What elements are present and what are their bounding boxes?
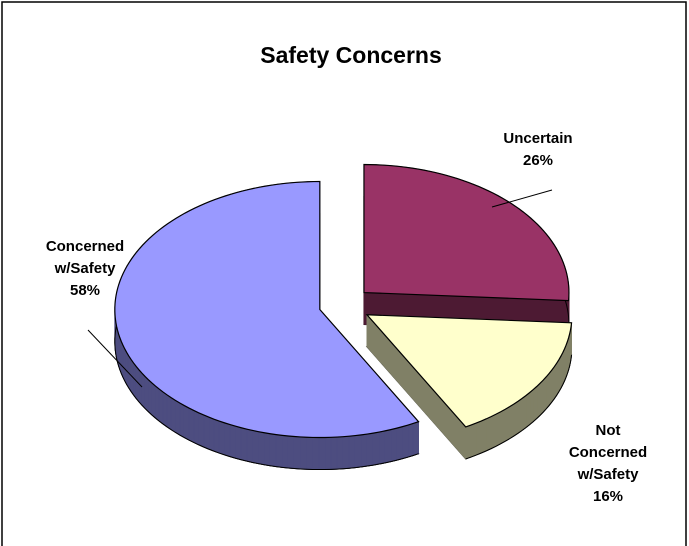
slice-wall [193,409,200,446]
slice-wall [258,431,265,466]
slice-wall [246,428,254,463]
slice-wall [521,394,527,432]
slice-wall [229,424,237,459]
slice-wall [390,427,397,463]
slice-wall [213,418,220,454]
slice-value: 58% [69,282,101,299]
slice-name: Not Concerned w/Safety [568,422,648,483]
slice-wall [144,375,149,413]
slice-label: Not Concerned w/Safety 16% [560,420,656,508]
slice-wall [480,418,487,454]
slice-label: Concerned w/Safety 58% [37,236,133,302]
slice-wall [545,372,550,410]
slice-wall [539,379,544,417]
slice-wall [135,365,140,403]
chart-title: Safety Concerns [260,42,442,68]
slice-wall [407,422,414,458]
slice-wall [300,436,307,470]
slice-wall [336,436,344,470]
slice-name: Uncertain [503,130,573,147]
slice-wall [162,391,168,428]
slice-wall [495,411,501,447]
slice-wall [372,431,380,466]
slice-wall [529,388,534,426]
slice-wall [218,420,225,456]
slice-wall [504,406,510,443]
slice-name: Concerned w/Safety [45,238,125,277]
slice-wall [525,391,531,429]
slice-wall [154,385,160,422]
slice-wall [536,382,541,420]
slice-wall [183,404,190,441]
pie-slice [114,180,420,439]
slice-wall [312,437,320,470]
pie-slice [363,163,570,302]
slice-wall [151,381,156,419]
slice-edge [465,354,573,460]
slice-wall [490,413,497,450]
slice-wall [166,394,172,431]
slice-wall [401,424,409,460]
slice-wall [188,407,195,444]
slice-value: 16% [592,488,624,505]
slice-wall [470,422,477,458]
slice-wall [318,437,326,470]
slice-wall [235,425,242,461]
slice-wall [275,434,283,468]
slice-wall [147,378,153,416]
slice-wall [509,403,515,440]
slice-wall [378,430,386,465]
slice-wall [174,399,181,436]
slice-wall [366,432,374,467]
slice-wall [330,436,338,470]
slice-wall [170,396,176,434]
slice-wall [198,412,205,448]
slice-wall [542,375,547,414]
slice-wall [138,368,143,407]
slice-wall [532,385,538,423]
slice-value: 26% [522,152,554,169]
slice-wall [224,422,231,458]
slice-wall [485,415,492,452]
slice-wall [517,397,523,435]
slice-wall [158,388,164,425]
leader-line [491,189,553,208]
pie-slice [365,314,573,428]
slice-wall [342,435,350,470]
slice-wall [384,429,392,464]
slice-wall [141,372,146,410]
slice-wall [287,435,295,469]
pie [114,163,573,471]
slice-wall [263,432,271,467]
slice-wall [306,436,314,470]
slice-wall [179,402,185,439]
leader-line [87,329,143,388]
slice-wall [208,416,215,452]
slice-wall [396,426,403,461]
slice-wall [252,429,259,465]
slice-wall [475,420,482,456]
slice-wall [548,368,553,407]
slice-wall [281,434,289,469]
slice-wall [203,414,210,450]
slice-wall [412,421,419,457]
slice-wall [240,427,248,462]
slice-wall [348,435,356,469]
slice-wall [269,433,277,468]
slice-wall [465,424,472,460]
slice-wall [360,433,368,468]
slice-wall [293,436,301,470]
slice-wall [513,400,519,437]
slice-label: Uncertain 26% [490,128,586,172]
slice-wall [500,408,506,445]
slice-wall [354,434,362,469]
slice-wall [324,436,332,470]
